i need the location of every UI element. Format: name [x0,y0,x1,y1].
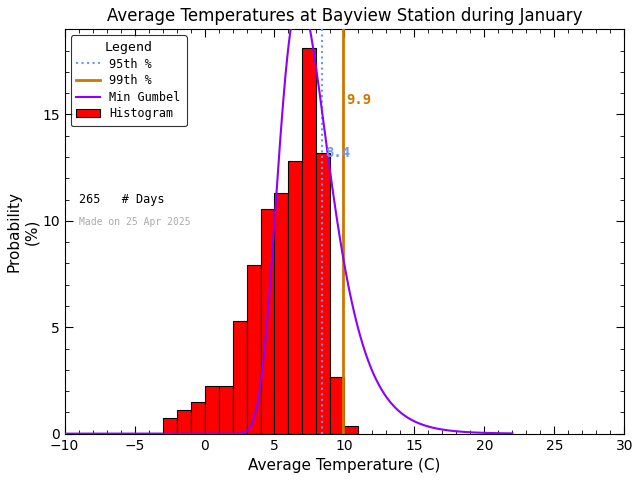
Bar [303,48,316,433]
Bar [246,265,260,433]
Legend: 95th %, 99th %, Min Gumbel, Histogram: 95th %, 99th %, Min Gumbel, Histogram [70,35,187,126]
X-axis label: Average Temperature (C): Average Temperature (C) [248,458,441,473]
Text: 8.4: 8.4 [326,146,351,160]
Bar [330,377,344,433]
Bar [316,153,330,433]
Bar [275,193,289,433]
Bar [218,385,232,433]
Bar [260,209,275,433]
Y-axis label: Probability
(%): Probability (%) [7,191,39,272]
Text: 265   # Days: 265 # Days [79,193,164,206]
Bar [289,161,303,433]
Bar [163,418,177,433]
Bar [177,409,191,433]
Bar [191,401,205,433]
Bar [232,321,246,433]
Title: Average Temperatures at Bayview Station during January: Average Temperatures at Bayview Station … [107,7,582,25]
Text: Made on 25 Apr 2025: Made on 25 Apr 2025 [79,217,190,228]
Bar [344,426,358,433]
Bar [205,385,218,433]
Text: 9.9: 9.9 [346,93,372,107]
